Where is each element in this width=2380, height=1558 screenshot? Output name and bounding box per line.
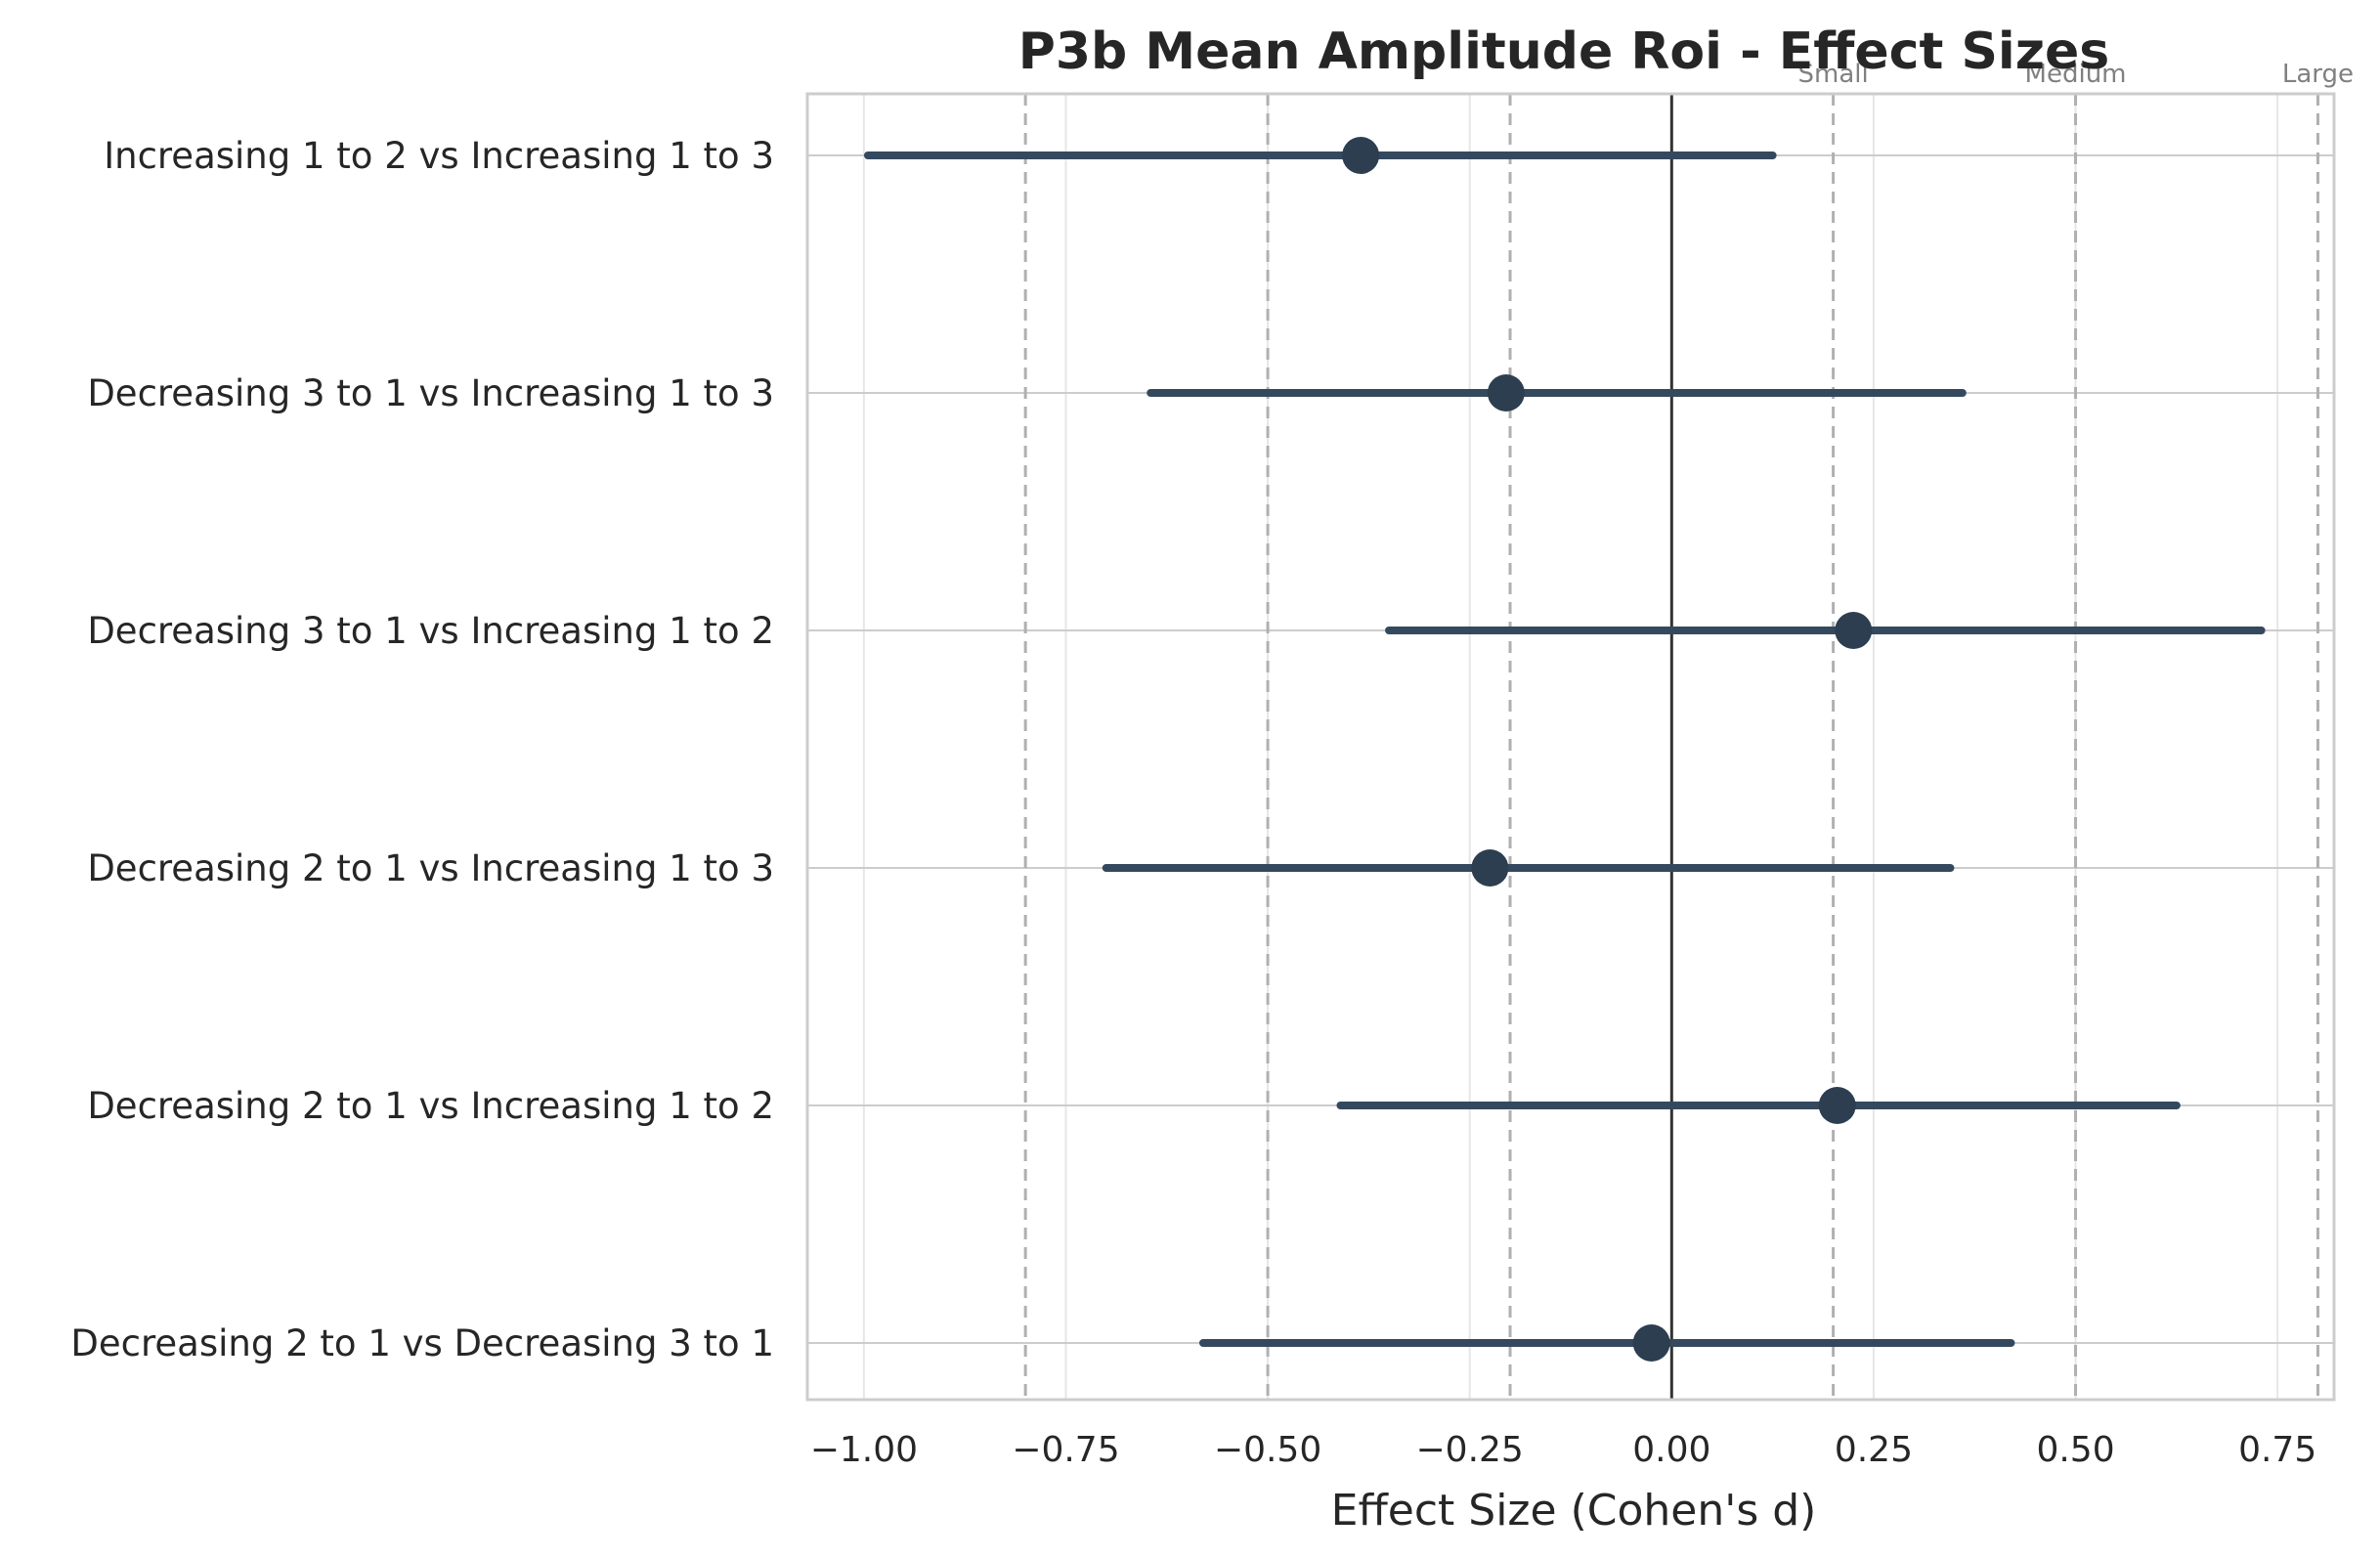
category-label: Decreasing 2 to 1 vs Increasing 1 to 2	[87, 1085, 774, 1127]
x-tick-label: 0.50	[2036, 1430, 2114, 1470]
effect-point	[1471, 849, 1509, 887]
x-tick-label: 0.00	[1632, 1430, 1710, 1470]
x-tick-label: 0.75	[2238, 1430, 2316, 1470]
category-label: Increasing 1 to 2 vs Increasing 1 to 3	[104, 135, 774, 177]
category-labels: Increasing 1 to 2 vs Increasing 1 to 3 De…	[70, 135, 774, 1364]
reference-label: Small	[1797, 60, 1868, 89]
reference-label: Large	[2282, 60, 2354, 89]
effect-point	[1632, 1324, 1670, 1362]
x-tick-label: −1.00	[810, 1430, 918, 1470]
category-label: Decreasing 2 to 1 vs Decreasing 3 to 1	[70, 1322, 774, 1364]
x-tick-label: −0.25	[1416, 1430, 1524, 1470]
x-tick-label: 0.25	[1835, 1430, 1913, 1470]
reference-lines	[1023, 94, 2319, 1400]
effect-estimates	[1342, 137, 1873, 1362]
reference-label: Medium	[2025, 60, 2127, 89]
effect-point	[1818, 1087, 1856, 1124]
confidence-intervals	[863, 151, 2266, 1347]
reference-labels: Small Medium Large	[1797, 60, 2354, 89]
x-tick-label: −0.50	[1214, 1430, 1321, 1470]
vertical-gridlines	[862, 94, 2279, 1400]
effect-point	[1835, 612, 1873, 649]
effect-point	[1487, 374, 1525, 411]
category-gridlines	[807, 154, 2334, 1344]
chart-title: P3b Mean Amplitude Roi - Effect Sizes	[1018, 22, 2109, 81]
category-label: Decreasing 2 to 1 vs Increasing 1 to 3	[87, 847, 774, 889]
plot-frame	[805, 92, 2336, 1402]
x-tick-label: −0.75	[1012, 1430, 1119, 1470]
effect-point	[1342, 137, 1380, 174]
x-axis-title: Effect Size (Cohen's d)	[1331, 1486, 1817, 1536]
category-label: Decreasing 3 to 1 vs Increasing 1 to 3	[87, 372, 774, 414]
category-label: Decreasing 3 to 1 vs Increasing 1 to 2	[87, 610, 774, 652]
x-tick-labels: −1.00 −0.75 −0.50 −0.25 0.00 0.25 0.50 0.75	[810, 1430, 2317, 1470]
